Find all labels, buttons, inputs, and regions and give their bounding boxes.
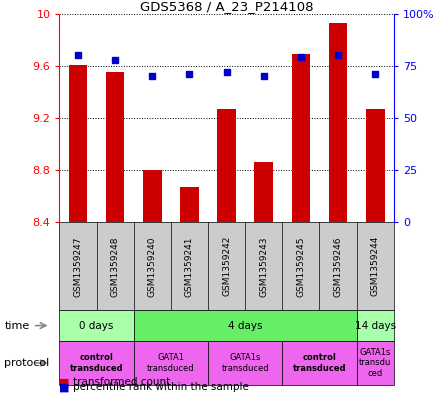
- Text: ■: ■: [59, 382, 73, 392]
- Bar: [143, 170, 161, 222]
- Text: GATA1s
transduced: GATA1s transduced: [221, 353, 269, 373]
- Text: GSM1359247: GSM1359247: [73, 236, 82, 296]
- Title: GDS5368 / A_23_P214108: GDS5368 / A_23_P214108: [140, 0, 313, 13]
- Text: GATA1
transduced: GATA1 transduced: [147, 353, 194, 373]
- Bar: [254, 162, 273, 222]
- Text: 4 days: 4 days: [228, 321, 262, 331]
- Text: control
transduced: control transduced: [70, 353, 123, 373]
- Text: control
transduced: control transduced: [293, 353, 346, 373]
- Text: GSM1359248: GSM1359248: [110, 236, 120, 296]
- Text: GSM1359245: GSM1359245: [297, 236, 305, 296]
- Bar: [292, 54, 310, 222]
- Text: GSM1359244: GSM1359244: [371, 236, 380, 296]
- Text: GATA1s
transdu
ced: GATA1s transdu ced: [359, 348, 392, 378]
- Text: GSM1359246: GSM1359246: [334, 236, 343, 296]
- Text: transformed count: transformed count: [73, 378, 170, 387]
- Text: GSM1359241: GSM1359241: [185, 236, 194, 296]
- Bar: [366, 109, 385, 222]
- Text: 0 days: 0 days: [79, 321, 114, 331]
- Text: GSM1359242: GSM1359242: [222, 236, 231, 296]
- Bar: [217, 109, 236, 222]
- Text: GSM1359240: GSM1359240: [148, 236, 157, 296]
- Bar: [329, 23, 347, 222]
- Bar: [69, 64, 87, 222]
- Text: time: time: [4, 321, 29, 331]
- Text: 14 days: 14 days: [355, 321, 396, 331]
- Text: protocol: protocol: [4, 358, 50, 368]
- Text: percentile rank within the sample: percentile rank within the sample: [73, 382, 249, 392]
- Text: ■: ■: [59, 378, 73, 387]
- Text: GSM1359243: GSM1359243: [259, 236, 268, 296]
- Bar: [180, 187, 199, 222]
- Bar: [106, 72, 125, 222]
